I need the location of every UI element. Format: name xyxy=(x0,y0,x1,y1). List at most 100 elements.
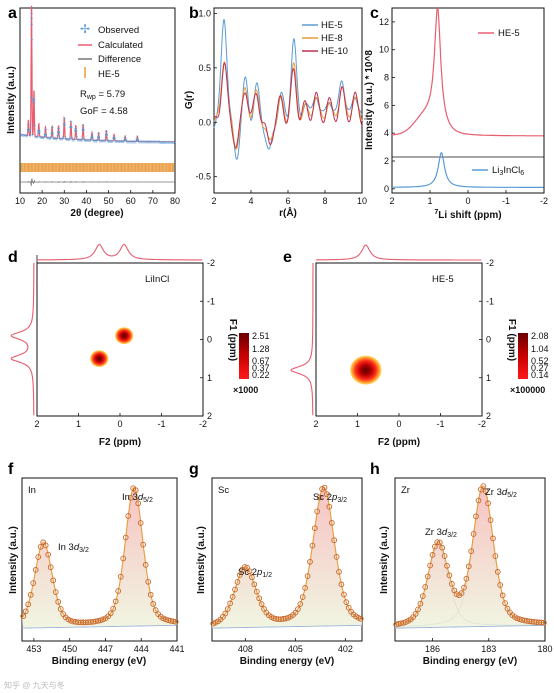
f-data-point xyxy=(30,580,37,586)
observed-point: + xyxy=(117,140,121,146)
panel-f: In 453 450 447 444 441 Binding energy (eV) I… xyxy=(8,477,185,667)
observed-point: + xyxy=(136,138,140,144)
observed-point: + xyxy=(140,140,144,146)
panel-b-ytick-label: 1.0 xyxy=(198,8,211,18)
observed-point: + xyxy=(32,97,36,103)
h-data-point xyxy=(497,582,504,588)
panel-e: HE-5 2 1 0 -1 -2 -2 -1 0 1 2 F2 (ppm) F1 (ppm) 2… xyxy=(290,244,549,448)
g-data-point xyxy=(331,537,338,544)
g-data-point xyxy=(246,568,253,575)
panel-a-xlabel: 2θ (degree) xyxy=(70,208,123,219)
g-data-point xyxy=(299,594,306,600)
observed-point: + xyxy=(51,126,55,132)
panel-d-f1-projection xyxy=(10,263,35,416)
panel-d-ytick-label: 2 xyxy=(207,411,212,421)
observed-point: + xyxy=(133,140,137,146)
h-data-point xyxy=(400,619,407,626)
panel-d-ytick-label: 0 xyxy=(207,335,212,345)
f-data-point xyxy=(152,607,159,613)
observed-point: + xyxy=(97,132,101,138)
observed-point: + xyxy=(75,134,79,140)
observed-point: + xyxy=(88,139,92,145)
panel-letter-b: b xyxy=(189,5,199,22)
panel-d-colorbar-scale: ×1000 xyxy=(233,385,258,395)
observed-point: + xyxy=(63,123,67,129)
observed-point: + xyxy=(137,140,141,146)
observed-point: + xyxy=(145,140,149,146)
h-data-point xyxy=(540,619,547,626)
panel-e-colorbar-label: 1.04 xyxy=(531,344,549,354)
legend-calculated: Calculated xyxy=(98,40,143,51)
observed-point: + xyxy=(90,135,94,141)
observed-point: + xyxy=(74,129,78,135)
f-data-point xyxy=(95,618,102,624)
g-data-point xyxy=(236,572,243,578)
g-data-point xyxy=(251,581,258,588)
observed-point: + xyxy=(154,140,158,146)
panel-e-xlabel: F2 (ppm) xyxy=(378,437,420,448)
observed-point: + xyxy=(21,133,25,139)
observed-point: + xyxy=(31,133,35,139)
observed-point: + xyxy=(128,140,132,146)
g-data-point xyxy=(304,573,311,579)
g-data-point xyxy=(249,574,255,581)
panel-d-xtick-label: 0 xyxy=(117,419,122,429)
observed-point: + xyxy=(103,139,107,145)
panel-a: ++++++++++++++++++++++++++++++++++++++++… xyxy=(6,5,180,219)
f-data-point xyxy=(135,500,142,507)
h-data-point xyxy=(490,535,496,542)
observed-point: + xyxy=(80,138,84,144)
observed-point: + xyxy=(30,38,34,44)
f-data-point xyxy=(45,551,52,558)
f-data-point xyxy=(117,573,124,580)
observed-point: + xyxy=(32,98,36,104)
observed-point: + xyxy=(82,136,86,142)
panel-a-frame xyxy=(19,7,176,194)
f-data-point xyxy=(122,534,129,541)
observed-point: + xyxy=(54,137,58,143)
g-data-point xyxy=(311,525,318,532)
panel-e-xtick-label: -2 xyxy=(478,419,486,429)
observed-point: + xyxy=(47,136,51,142)
observed-point: + xyxy=(83,138,87,144)
observed-point: + xyxy=(136,138,140,144)
observed-point: + xyxy=(121,140,125,146)
panel-d-xtick-label: 2 xyxy=(34,419,39,429)
legend-b-he8: HE-8 xyxy=(321,33,343,44)
observed-point: + xyxy=(166,140,170,146)
h-data-point xyxy=(415,606,421,613)
h-data-point xyxy=(422,584,429,590)
panel-b-xtick-label: 6 xyxy=(285,196,290,206)
observed-point: + xyxy=(19,133,23,139)
g-data-point xyxy=(321,484,328,491)
h-data-point xyxy=(480,483,487,489)
g-data-point xyxy=(357,615,364,622)
g-data-point xyxy=(307,558,313,565)
panel-e-colorbar-label: 0.27 xyxy=(531,363,549,373)
panel-letter-g: g xyxy=(189,461,199,478)
f-data-point xyxy=(142,562,149,568)
f-data-point xyxy=(140,541,147,548)
observed-point: + xyxy=(63,117,67,123)
observed-point: + xyxy=(63,122,67,128)
panel-c-xtick-label: 1 xyxy=(427,196,432,206)
observed-point: + xyxy=(152,140,156,146)
g-data-point xyxy=(282,615,289,622)
observed-point: + xyxy=(27,130,31,136)
observed-point: + xyxy=(132,140,136,146)
observed-point: + xyxy=(124,138,128,144)
observed-point: + xyxy=(114,139,118,145)
observed-point: + xyxy=(74,129,78,135)
observed-point: + xyxy=(69,126,73,132)
panel-h-peak1-label: Zr 3d3/2 xyxy=(425,527,457,539)
f-data-point xyxy=(52,589,59,595)
panel-h-xtick-label: 183 xyxy=(481,644,496,654)
g-data-point xyxy=(241,564,248,570)
g-data-point xyxy=(343,599,350,605)
panel-e-frame xyxy=(315,262,483,417)
observed-point: + xyxy=(159,140,163,146)
h-data-point xyxy=(473,513,479,520)
panel-e-colorbar-label: 0.52 xyxy=(531,356,549,366)
observed-point: + xyxy=(84,138,88,144)
observed-point: + xyxy=(44,133,48,139)
